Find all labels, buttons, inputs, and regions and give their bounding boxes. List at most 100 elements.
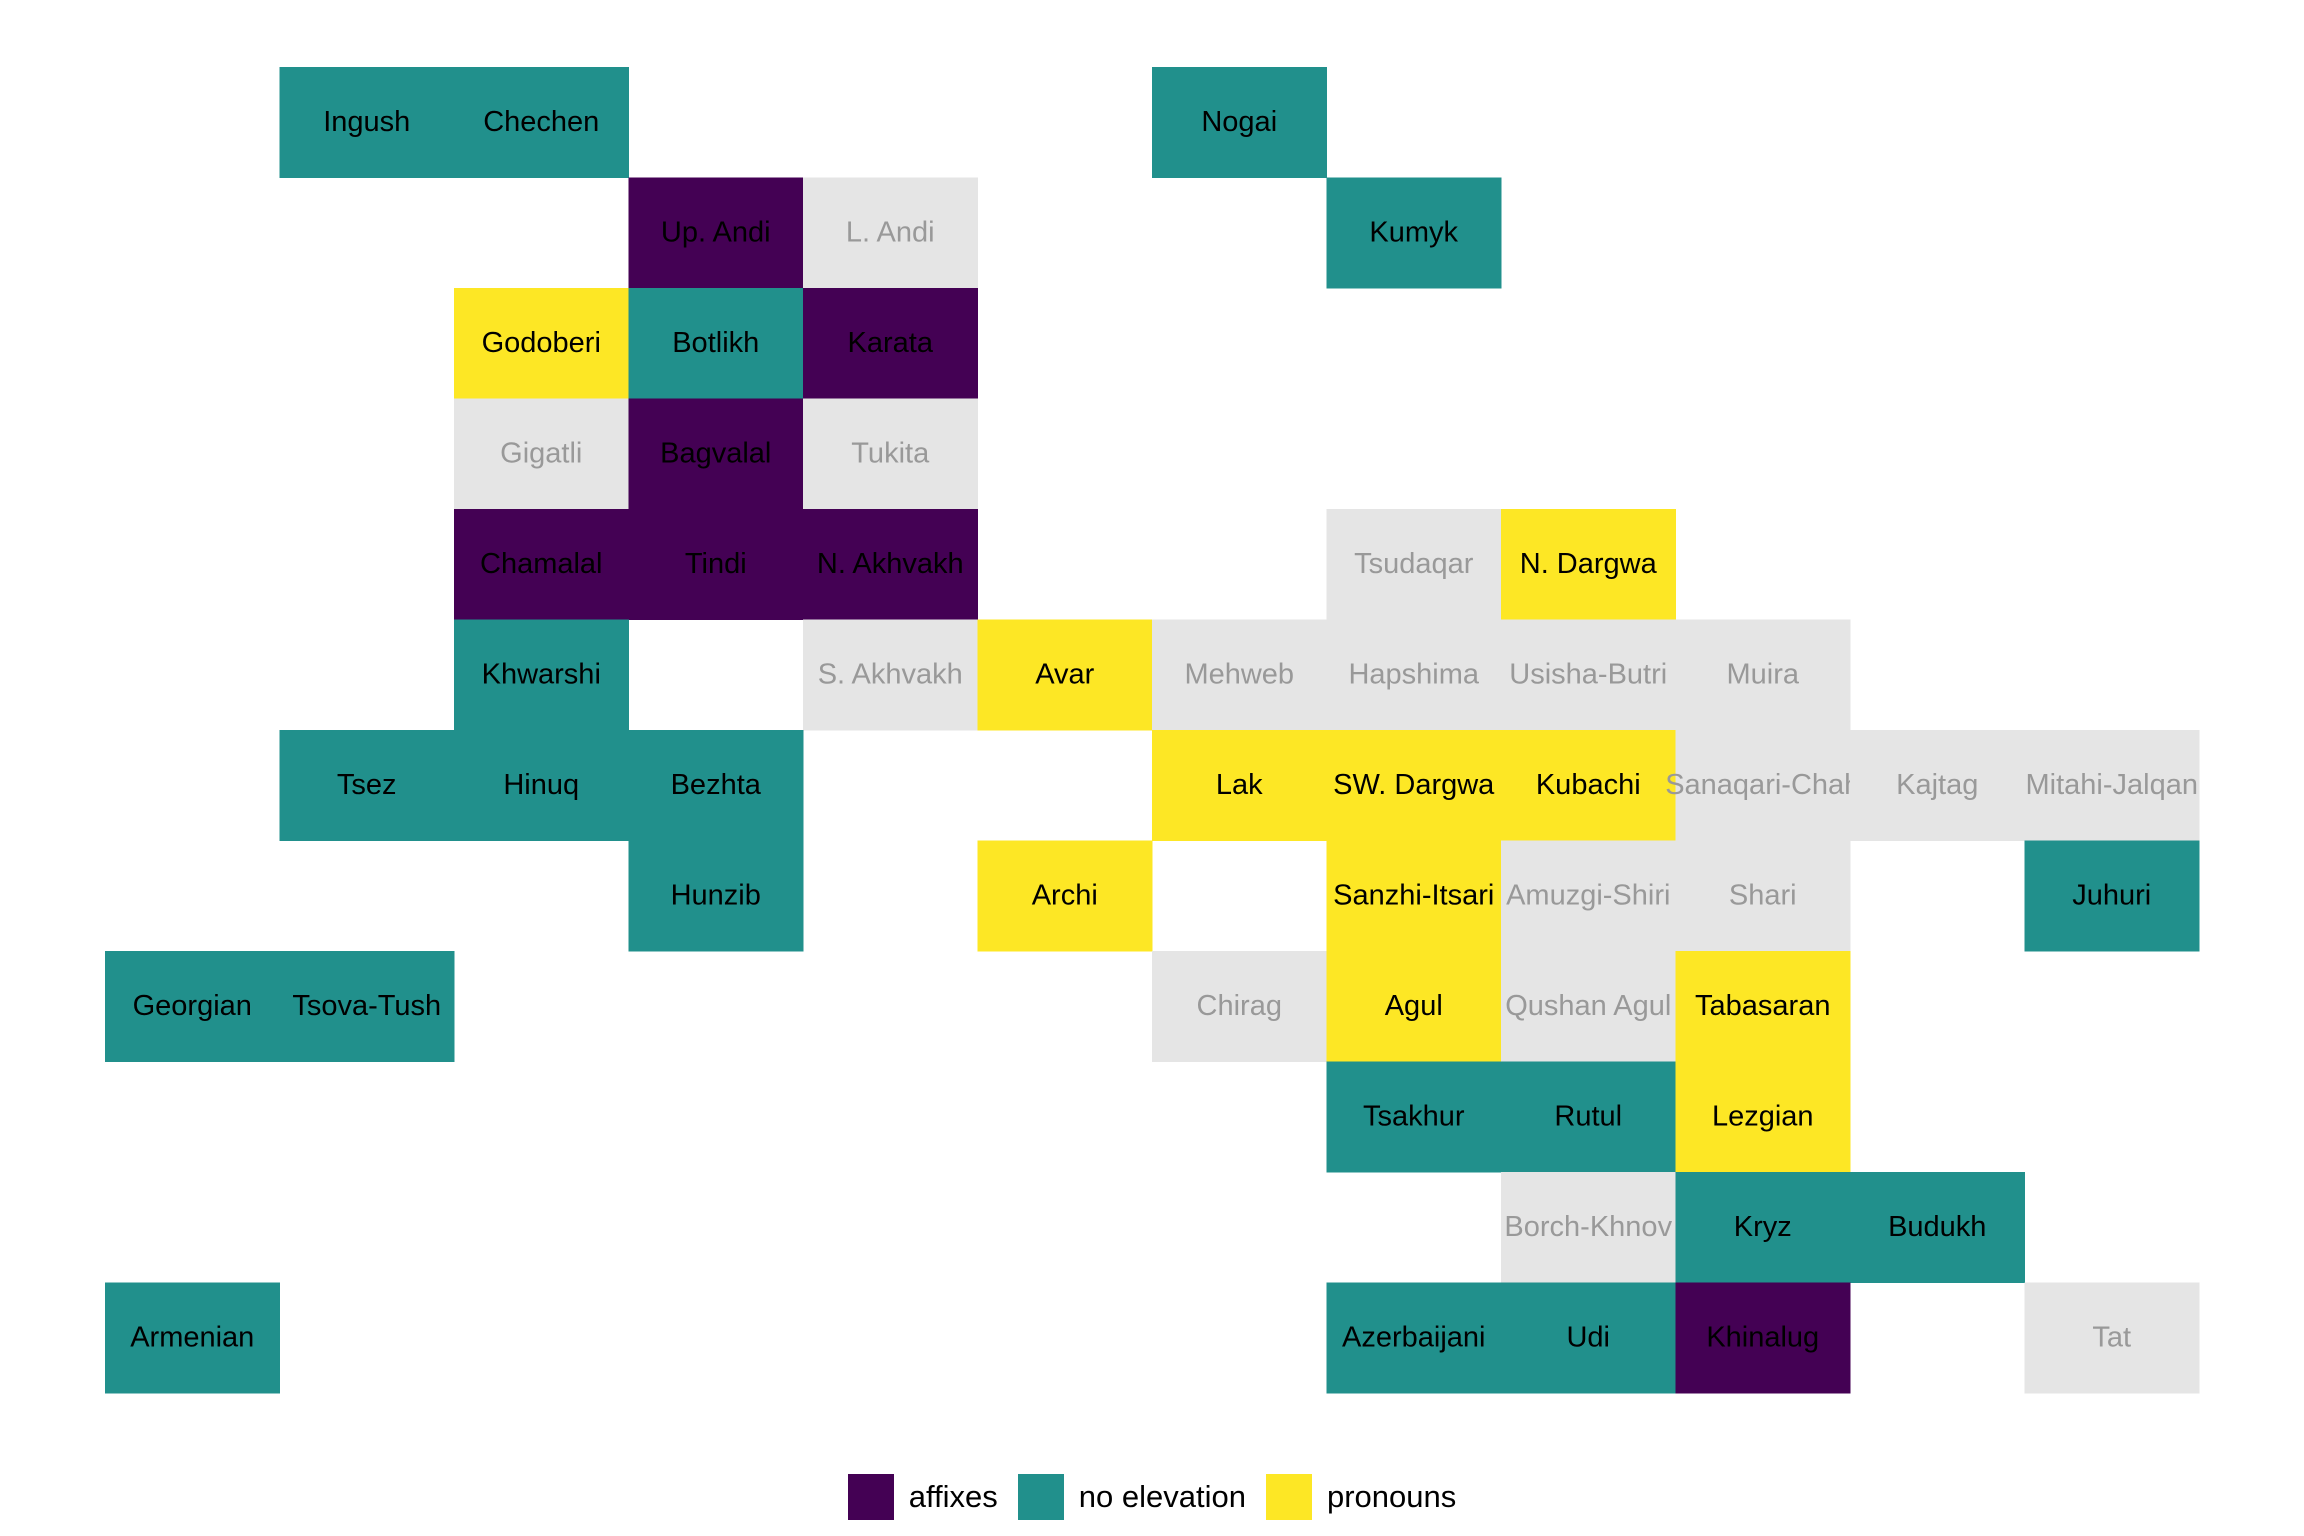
tile bbox=[1152, 619, 1327, 731]
tile bbox=[803, 398, 978, 510]
tile bbox=[628, 398, 804, 510]
tile-label: Tat bbox=[2092, 1321, 2131, 1353]
tile-label: Armenian bbox=[130, 1321, 254, 1353]
tile-label: Tsakhur bbox=[1363, 1100, 1465, 1132]
tile-label: Nogai bbox=[1201, 106, 1277, 138]
tile-label: Tindi bbox=[685, 548, 747, 580]
tile-label: Tsez bbox=[337, 769, 397, 801]
tile-label: Georgian bbox=[133, 990, 252, 1022]
tile bbox=[1850, 730, 2025, 841]
tile bbox=[279, 951, 455, 1062]
tile bbox=[1326, 951, 1502, 1062]
tile-label: Amuzgi-Shiri bbox=[1506, 879, 1670, 911]
tile bbox=[1501, 951, 1676, 1062]
tile-label: Azerbaijani bbox=[1342, 1321, 1485, 1353]
tile bbox=[1675, 1282, 1851, 1394]
legend-swatch bbox=[847, 1474, 894, 1520]
tile-label: L. Andi bbox=[846, 216, 935, 248]
tile-label: Hinuq bbox=[503, 769, 579, 801]
tile bbox=[803, 509, 978, 620]
tile bbox=[2024, 1282, 2200, 1394]
tile-label: Khwarshi bbox=[482, 658, 601, 690]
legend-label: pronouns bbox=[1326, 1479, 1457, 1514]
tile-label: Tukita bbox=[851, 437, 930, 469]
tile bbox=[628, 509, 804, 620]
tile-label: Avar bbox=[1035, 658, 1094, 690]
tile bbox=[1326, 1061, 1502, 1173]
tile-label: Botlikh bbox=[672, 327, 759, 359]
tile bbox=[1501, 730, 1676, 841]
tile-label: Kubachi bbox=[1536, 769, 1641, 801]
legend-swatch bbox=[1265, 1474, 1312, 1520]
tile-label: Rutul bbox=[1554, 1100, 1622, 1132]
tile-label: Tsudaqar bbox=[1354, 548, 1474, 580]
tile bbox=[454, 288, 629, 399]
tile bbox=[628, 288, 804, 399]
tile bbox=[1675, 619, 1851, 731]
legend-item: no elevation bbox=[1017, 1474, 1246, 1520]
tile-label: Borch-Khnov bbox=[1504, 1211, 1672, 1243]
tile bbox=[454, 67, 629, 178]
legend: affixes no elevation pronouns bbox=[0, 1474, 2304, 1520]
tile-label: Lak bbox=[1216, 769, 1263, 801]
tile-label: Khinalug bbox=[1706, 1321, 1819, 1353]
tile bbox=[2024, 840, 2200, 952]
tile bbox=[1501, 840, 1676, 952]
tile-label: Godoberi bbox=[482, 327, 601, 359]
tile-label: Chirag bbox=[1197, 990, 1282, 1022]
tile-label: Chamalal bbox=[480, 548, 603, 580]
tile bbox=[1326, 730, 1502, 841]
tile-label: Ingush bbox=[323, 106, 410, 138]
tile-label: Bagvalal bbox=[660, 437, 771, 469]
tile bbox=[628, 177, 804, 289]
legend-item: affixes bbox=[847, 1474, 998, 1520]
tile-label: Up. Andi bbox=[661, 216, 771, 248]
tile bbox=[1501, 1061, 1676, 1173]
legend-label: affixes bbox=[908, 1479, 998, 1514]
tile bbox=[105, 1282, 280, 1394]
tile bbox=[105, 951, 280, 1062]
legend-label: no elevation bbox=[1078, 1479, 1246, 1514]
tile-label: Hunzib bbox=[671, 879, 761, 911]
tile-label: Shari bbox=[1729, 879, 1797, 911]
tile bbox=[2024, 730, 2200, 841]
tile bbox=[1152, 951, 1327, 1062]
tile bbox=[454, 619, 629, 731]
tile-label: Kumyk bbox=[1369, 216, 1458, 248]
tile bbox=[1152, 67, 1327, 178]
tile-label: S. Akhvakh bbox=[818, 658, 963, 690]
tile-label: Hapshima bbox=[1348, 658, 1479, 690]
tile-label: Archi bbox=[1032, 879, 1098, 911]
legend-item: pronouns bbox=[1265, 1474, 1457, 1520]
tile bbox=[803, 619, 978, 731]
tile bbox=[1152, 730, 1327, 841]
tile bbox=[977, 840, 1153, 952]
tile bbox=[1850, 1172, 2025, 1283]
legend-swatch bbox=[1017, 1474, 1064, 1520]
tile-label: Agul bbox=[1385, 990, 1443, 1022]
tile bbox=[1326, 509, 1502, 620]
tile bbox=[1501, 1282, 1676, 1394]
tile bbox=[977, 619, 1153, 731]
tile-label: Tabasaran bbox=[1695, 990, 1830, 1022]
tile bbox=[1501, 619, 1676, 731]
tile bbox=[1675, 840, 1851, 952]
tile-label: Gigatli bbox=[500, 437, 582, 469]
tile bbox=[628, 840, 804, 952]
tile bbox=[1501, 509, 1676, 620]
tile-label: Bezhta bbox=[671, 769, 762, 801]
tile-label: N. Dargwa bbox=[1520, 548, 1658, 580]
tile bbox=[1326, 840, 1502, 952]
tile bbox=[1675, 951, 1851, 1062]
tile bbox=[803, 288, 978, 399]
tile-label: Kryz bbox=[1734, 1211, 1792, 1243]
tile bbox=[1326, 177, 1502, 289]
tile bbox=[1326, 619, 1502, 731]
tile-label: Mitahi-Jalqan bbox=[2026, 769, 2198, 801]
tile-label: Tsova-Tush bbox=[292, 990, 441, 1022]
tile-label: Karata bbox=[848, 327, 934, 359]
tile bbox=[279, 730, 455, 841]
tile-label: SW. Dargwa bbox=[1333, 769, 1495, 801]
tile-label: Chechen bbox=[483, 106, 599, 138]
